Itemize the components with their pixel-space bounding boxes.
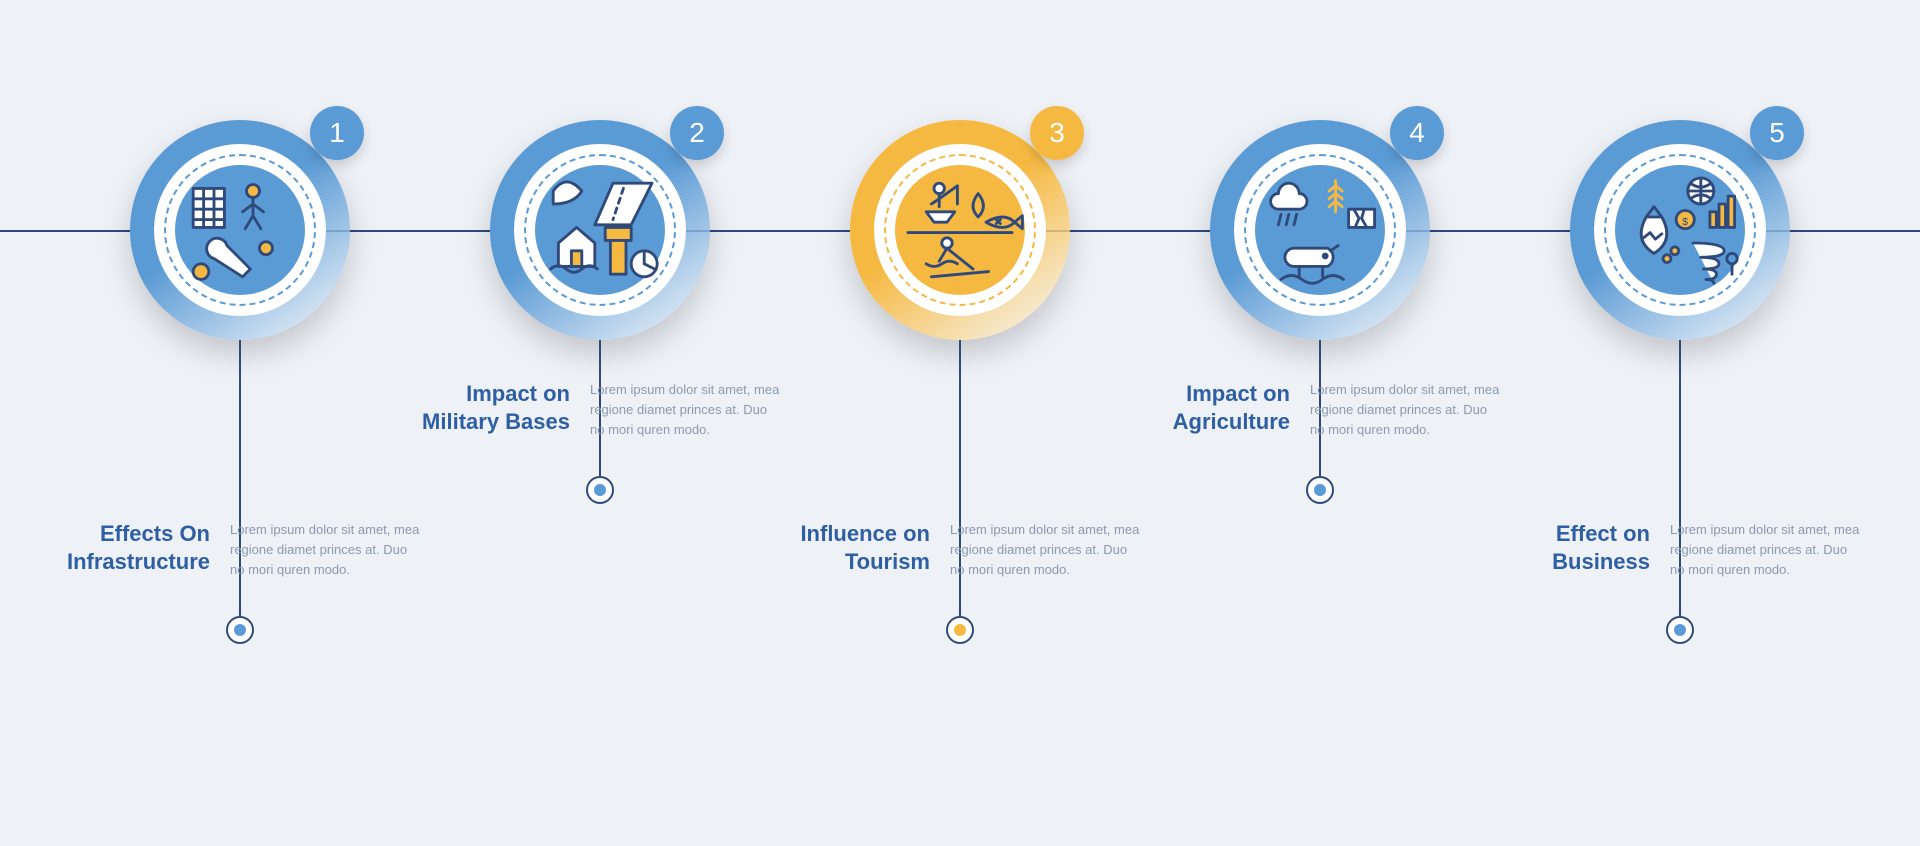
connector-dot [586,476,614,504]
infographic-canvas: 1 Effects On Infrastructure Lorem ipsum … [0,0,1920,846]
step-body: Lorem ipsum dolor sit amet, mea regione … [590,380,780,440]
step-medallion: 1 [130,120,350,340]
step-number-badge: 3 [1030,106,1084,160]
step-title: Impact on Military Bases [420,380,570,440]
step-body: Lorem ipsum dolor sit amet, mea regione … [1310,380,1500,440]
step-number: 2 [689,117,705,149]
step-number: 5 [1769,117,1785,149]
infographic-step: 2 Impact on Military Bases Lorem ipsum d… [420,120,780,846]
step-number: 1 [329,117,345,149]
step-number-badge: 5 [1750,106,1804,160]
connector-stem [1679,340,1681,630]
step-icon-business: $ [1615,165,1745,295]
step-medallion: 4 [1210,120,1430,340]
infographic-step: 4 Impact on Agriculture Lorem ipsum dolo… [1140,120,1500,846]
step-text: Impact on Agriculture Lorem ipsum dolor … [1140,380,1500,440]
step-medallion: 3 [850,120,1070,340]
infographic-step: 1 Effects On Infrastructure Lorem ipsum … [60,120,420,846]
step-icon-infrastructure [175,165,305,295]
step-text: Influence on Tourism Lorem ipsum dolor s… [780,520,1140,580]
step-medallion: $ 5 [1570,120,1790,340]
infographic-step: $ 5 Effect on Business Lorem ipsum dolor… [1500,120,1860,846]
step-medallion: 2 [490,120,710,340]
svg-text:$: $ [1682,217,1688,228]
step-text: Effects On Infrastructure Lorem ipsum do… [60,520,420,580]
step-body: Lorem ipsum dolor sit amet, mea regione … [230,520,420,580]
connector-stem [239,340,241,630]
step-text: Effect on Business Lorem ipsum dolor sit… [1500,520,1860,580]
step-body: Lorem ipsum dolor sit amet, mea regione … [950,520,1140,580]
step-title: Effect on Business [1500,520,1650,580]
step-number: 3 [1049,117,1065,149]
step-number: 4 [1409,117,1425,149]
step-icon-tourism [895,165,1025,295]
step-title: Effects On Infrastructure [60,520,210,580]
step-body: Lorem ipsum dolor sit amet, mea regione … [1670,520,1860,580]
step-number-badge: 2 [670,106,724,160]
step-number-badge: 1 [310,106,364,160]
step-icon-military [535,165,665,295]
connector-dot [1666,616,1694,644]
connector-dot [946,616,974,644]
step-title: Impact on Agriculture [1140,380,1290,440]
connector-dot [226,616,254,644]
infographic-step: 3 Influence on Tourism Lorem ipsum dolor… [780,120,1140,846]
connector-dot [1306,476,1334,504]
step-text: Impact on Military Bases Lorem ipsum dol… [420,380,780,440]
step-title: Influence on Tourism [780,520,930,580]
step-icon-agriculture [1255,165,1385,295]
step-number-badge: 4 [1390,106,1444,160]
connector-stem [959,340,961,630]
